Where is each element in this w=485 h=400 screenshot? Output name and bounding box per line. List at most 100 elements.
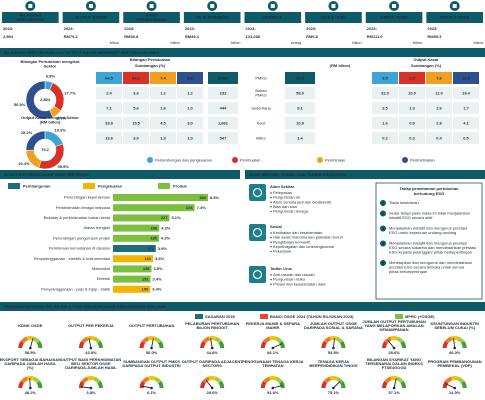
size-label: Sederhana (251, 105, 271, 110)
kpi-icon-mark (28, 4, 33, 8)
activity-bar (113, 194, 208, 201)
kpi-unit: bilion (413, 40, 422, 45)
gauge-label: PROGRAM PEMBANGUNAN PEMBEKAL (VDP) (428, 359, 482, 368)
kpi-year: 2023: (3, 26, 13, 31)
output-value: 1.4 (297, 135, 303, 140)
table-cell (426, 132, 452, 144)
gauge-band (339, 380, 346, 388)
gauge-needle (332, 338, 335, 349)
gauge-band (335, 376, 344, 384)
legend-swatch (260, 314, 268, 319)
kpi-value: RM59.3 (427, 34, 442, 39)
esg-item: Pengurusan air (273, 195, 301, 200)
kpi-label: OUTPUT KASAR (75, 15, 107, 20)
gauge-label: OUTPUT BAGI PERKHIDMATAN BELI SEKTOR OSGE… (61, 357, 122, 370)
gauge-band (275, 376, 283, 384)
gauge-needle (210, 338, 213, 349)
output-value: 9.1 (297, 105, 303, 110)
table-cell (426, 87, 452, 99)
activity-name: Elektrik (97, 276, 110, 281)
table-cell (372, 102, 398, 114)
activity-count: 382 (199, 195, 206, 200)
gauge-band (87, 376, 95, 381)
table-value: 3.6 (133, 90, 139, 95)
activity-count: 155 (143, 266, 150, 271)
table-value: 4.1 (463, 120, 469, 125)
gauge-needle (205, 379, 213, 389)
donut-slice (49, 82, 65, 112)
esg-item: Pelepasan (273, 190, 292, 195)
gauge-label: KEUNTUNGAN INDUSTRI SEBELUM CUKAI (%) (430, 321, 478, 330)
gauge-band (323, 376, 331, 384)
gauge-band (450, 336, 459, 341)
gauge-band (200, 380, 206, 388)
kpi-label-bg (123, 12, 180, 23)
gauge-label: SUMBANGAN OUTPUT PMKS DARIPADA OUTPUT IND… (122, 359, 180, 368)
kpi-label: NILAI DITAMBAH (196, 15, 229, 20)
section-header: PRESTASI SASARAN PELAN HALA TUJU INDUSTR… (4, 304, 166, 309)
esg-icon (249, 266, 266, 283)
gauge-band (323, 336, 331, 344)
kpi-icon-mark (88, 4, 93, 8)
understanding-title: Tahap pemahaman pertubuhan berhubung ESG (399, 186, 459, 196)
donut-center: 2,894 (40, 97, 51, 102)
gauge-band (442, 380, 449, 388)
slice-label: 35.5% (58, 164, 70, 169)
esg-icon-mark (252, 269, 263, 280)
table-cell (372, 132, 398, 144)
gauge-hub (210, 386, 214, 390)
gauge-value: 6.1% (147, 390, 157, 395)
legend-swatch (232, 157, 238, 163)
output-cell (285, 117, 315, 129)
level-text: Menjalankan inisiatif dan mengurus prest… (389, 241, 476, 255)
activity-share: 3.4% (152, 287, 162, 292)
legend-swatch (195, 314, 203, 319)
table-value: 0.5 (463, 135, 469, 140)
gauge-hub (210, 346, 214, 350)
table-value: 2.4 (106, 90, 112, 95)
gauge-band (202, 376, 210, 384)
level-number: 3 (382, 226, 385, 231)
kpi-icon-mark (210, 4, 215, 8)
table-cell (96, 87, 122, 99)
table-cell (96, 102, 122, 114)
slice-label: 27.7% (64, 91, 76, 96)
activity-count: 227 (161, 215, 168, 220)
gauge-band (329, 335, 338, 341)
esg-bullet (270, 241, 272, 243)
activity-name: Alatan bengkel (84, 225, 111, 230)
section-header-bg (0, 302, 485, 311)
gauge-hub (453, 386, 456, 390)
gauge-band (339, 340, 346, 348)
gauge-band (450, 376, 459, 381)
kpi-year: 2023: (367, 26, 377, 31)
gauge-band (457, 336, 465, 344)
esg-bullet (270, 196, 272, 199)
table-value: 0.9 (409, 120, 415, 125)
gauge-band (457, 376, 465, 384)
esg-bullet (270, 210, 272, 213)
activity-bar (113, 224, 160, 232)
level-badge (380, 240, 386, 247)
kpi-value: RM39.8 (124, 34, 139, 39)
gauge-band (93, 336, 101, 344)
kpi-label-bg (62, 12, 120, 23)
esg-item: Privasi dan keselamatan data (273, 281, 326, 286)
count-value: 1,661 (218, 120, 229, 125)
gauge-band (269, 335, 277, 341)
activity-name: Perkhidmatan tenaga manusia (56, 205, 111, 210)
esg-item: Kesihatan dan keselamatan (273, 230, 322, 235)
gauge-band (444, 336, 453, 344)
table-value: 3.0 (133, 135, 139, 140)
output-value: 58.0 (296, 90, 305, 95)
esg-item: Alam semula jadi dan biodiversiti (273, 199, 331, 204)
gauge-band (275, 336, 283, 344)
table-value: 32.0 (381, 90, 390, 95)
gauge-band (147, 336, 156, 341)
kpi-unit: bilion (474, 40, 483, 45)
count-value: 2,662 (218, 75, 229, 80)
activity-bar (113, 234, 160, 242)
section-header-bg (245, 170, 485, 179)
gauge-value: 28.6% (388, 350, 400, 355)
